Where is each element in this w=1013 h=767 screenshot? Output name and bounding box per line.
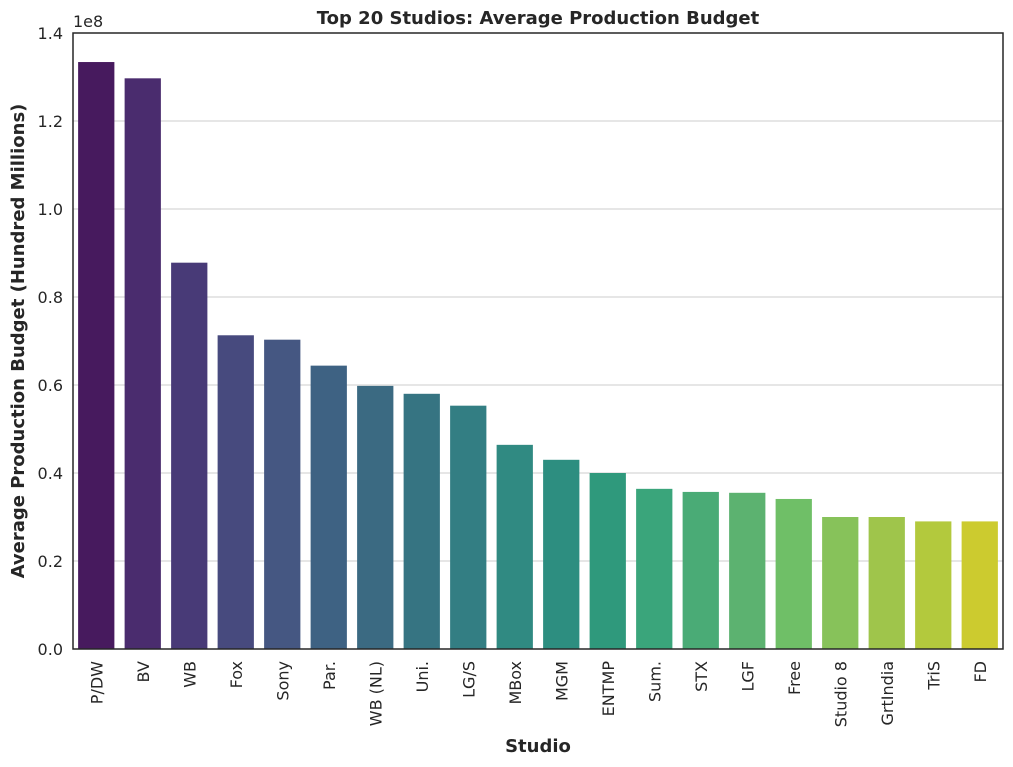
y-tick-labels: 0.0 0.2 0.4 0.6 0.8 1.0 1.2 1.4 <box>38 24 63 659</box>
bar <box>775 498 812 649</box>
y-tick-label: 1.0 <box>38 200 63 219</box>
bar <box>264 339 301 649</box>
x-tick-label: Sum. <box>645 661 664 702</box>
bar <box>915 521 952 649</box>
x-tick-label: Free <box>785 661 804 695</box>
y-tick-label: 1.4 <box>38 24 63 43</box>
bars <box>78 62 998 650</box>
x-tick-label: MGM <box>552 661 571 701</box>
x-tick-label: LGF <box>738 661 757 692</box>
grid-lines <box>73 120 1003 562</box>
y-tick-label: 0.0 <box>38 640 63 659</box>
y-axis-offset-label: 1e8 <box>73 12 103 31</box>
x-tick-label: Fox <box>227 661 246 688</box>
x-tick-label: FD <box>971 661 990 683</box>
x-tick-label: MBox <box>506 661 525 705</box>
bar <box>450 405 487 649</box>
x-tick-label: Par. <box>320 661 339 690</box>
bar <box>682 491 719 649</box>
x-tick-labels: P/DW BV WB Fox Sony Par. WB (NL) Uni. LG/S MBox MG… <box>87 661 990 728</box>
y-tick-label: 1.2 <box>38 112 63 131</box>
bar <box>403 393 440 649</box>
y-tick-label: 0.2 <box>38 552 63 571</box>
bar <box>961 521 998 649</box>
bar <box>357 385 394 649</box>
x-tick-label: P/DW <box>87 661 106 704</box>
x-tick-label: WB (NL) <box>366 661 385 726</box>
bar <box>822 517 859 649</box>
x-tick-label: GrtIndia <box>878 661 897 726</box>
x-tick-label: TriS <box>924 661 943 691</box>
bar <box>543 459 580 649</box>
y-axis-label: Average Production Budget (Hundred Milli… <box>8 104 29 579</box>
bar <box>171 262 208 649</box>
x-tick-label: STX <box>692 661 711 692</box>
x-axis-label: Studio <box>505 736 571 757</box>
x-tick-label: Studio 8 <box>831 661 850 727</box>
bar <box>124 78 161 649</box>
bar <box>868 517 905 649</box>
x-tick-label: ENTMP <box>599 661 618 717</box>
x-tick-label: LG/S <box>459 661 478 698</box>
plot-frame <box>72 32 1004 650</box>
x-tick-label: Sony <box>273 661 292 701</box>
bar <box>496 444 533 649</box>
bar <box>310 365 347 649</box>
y-tick-label: 0.8 <box>38 288 63 307</box>
x-tick-label: BV <box>134 661 153 682</box>
bar <box>78 62 115 650</box>
y-tick-label: 0.4 <box>38 464 63 483</box>
x-tick-label: Uni. <box>413 661 432 692</box>
y-tick-label: 0.6 <box>38 376 63 395</box>
chart-title: Top 20 Studios: Average Production Budge… <box>317 8 760 29</box>
bar <box>636 488 673 649</box>
bar <box>589 473 626 649</box>
x-tick-label: WB <box>180 661 199 688</box>
bar <box>729 492 766 649</box>
bar <box>217 335 254 649</box>
